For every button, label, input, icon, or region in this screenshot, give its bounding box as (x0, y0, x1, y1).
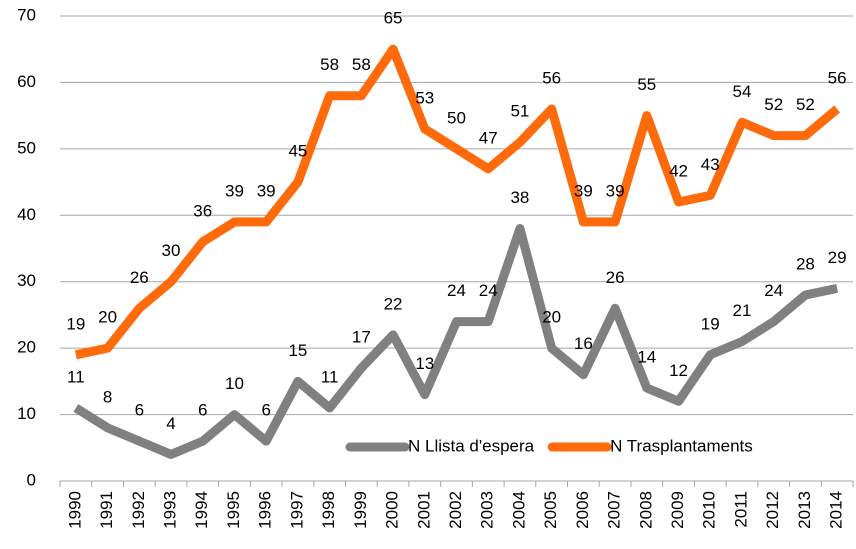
y-tick-label: 50 (17, 138, 36, 157)
x-tick-label: 2000 (383, 491, 402, 529)
data-label: 51 (510, 102, 529, 121)
x-tick-label: 1999 (351, 491, 370, 529)
data-label: 26 (606, 268, 625, 287)
data-label: 6 (261, 401, 270, 420)
y-tick-label: 30 (17, 271, 36, 290)
data-label: 30 (162, 241, 181, 260)
data-label: 65 (384, 9, 403, 28)
data-label: 10 (225, 374, 244, 393)
data-label: 47 (479, 128, 498, 147)
x-tick-label: 1993 (161, 491, 180, 529)
data-label: 20 (98, 308, 117, 327)
data-label: 38 (510, 188, 529, 207)
data-label: 8 (103, 387, 112, 406)
data-label: 16 (574, 334, 593, 353)
data-label: 39 (574, 181, 593, 200)
data-label: 26 (130, 268, 149, 287)
x-tick-label: 1991 (97, 491, 116, 529)
data-label: 56 (542, 68, 561, 87)
x-tick-label: 1990 (65, 491, 84, 529)
data-label: 24 (479, 281, 498, 300)
data-label: 13 (415, 354, 434, 373)
x-tick-label: 2003 (478, 491, 497, 529)
data-label: 21 (733, 301, 752, 320)
series-line (74, 44, 841, 360)
data-label: 24 (447, 281, 466, 300)
x-tick-label: 2012 (763, 491, 782, 529)
x-tick-label: 2001 (414, 491, 433, 529)
data-label: 56 (828, 68, 847, 87)
x-tick-label: 2014 (827, 491, 846, 529)
data-label: 11 (67, 367, 85, 386)
data-label: 39 (606, 181, 625, 200)
legend-item: N Trasplantaments (547, 436, 753, 455)
x-tick-label: 2010 (700, 491, 719, 529)
data-label: 6 (198, 401, 207, 420)
data-label: 43 (701, 155, 720, 174)
x-tick-label: 2011 (731, 491, 750, 528)
y-tick-label: 0 (27, 470, 36, 489)
x-tick-label: 2006 (573, 491, 592, 529)
data-label: 12 (669, 361, 688, 380)
data-label: 55 (637, 75, 656, 94)
x-tick-label: 1997 (287, 491, 306, 529)
data-label: 17 (352, 328, 371, 347)
data-label: 14 (637, 347, 656, 366)
data-label: 58 (352, 55, 371, 74)
data-label: 19 (66, 314, 85, 333)
data-label: 42 (669, 161, 688, 180)
data-label: 11 (321, 367, 339, 386)
data-label: 19 (701, 314, 720, 333)
data-label: 20 (542, 308, 561, 327)
data-label: 39 (257, 181, 276, 200)
data-label: 52 (796, 95, 815, 114)
data-label: 36 (193, 201, 212, 220)
data-label: 22 (384, 294, 403, 313)
data-label: 58 (320, 55, 339, 74)
x-tick-label: 2002 (446, 491, 465, 529)
data-label: 54 (733, 82, 752, 101)
series-line (73, 224, 839, 459)
x-tick-label: 2004 (509, 491, 528, 529)
y-tick-label: 70 (17, 5, 36, 24)
x-tick-label: 1992 (129, 491, 148, 529)
y-tick-label: 40 (17, 205, 36, 224)
legend-label: N Trasplantaments (610, 436, 753, 455)
y-tick-label: 60 (17, 72, 36, 91)
y-tick-label: 20 (17, 338, 36, 357)
data-label: 52 (764, 95, 783, 114)
data-label: 50 (447, 108, 466, 127)
data-label: 6 (135, 401, 144, 420)
data-label: 29 (828, 248, 847, 267)
x-tick-label: 1994 (192, 491, 211, 529)
x-tick-label: 2005 (541, 491, 560, 529)
data-label: 28 (796, 254, 815, 273)
x-tick-label: 2007 (605, 491, 624, 529)
data-label: 24 (764, 281, 783, 300)
y-tick-label: 10 (17, 404, 36, 423)
legend-item: N Llista d'espera (345, 436, 535, 455)
x-tick-label: 1998 (319, 491, 338, 529)
x-tick-label: 2013 (795, 491, 814, 529)
data-label: 39 (225, 181, 244, 200)
x-tick-label: 2009 (668, 491, 687, 529)
legend-label: N Llista d'espera (408, 436, 535, 455)
data-label: 15 (288, 341, 307, 360)
x-tick-label: 1996 (256, 491, 275, 529)
data-label: 45 (288, 142, 307, 161)
x-tick-label: 1995 (224, 491, 243, 529)
data-label: 53 (415, 88, 434, 107)
x-tick-label: 2008 (636, 491, 655, 529)
data-label: 4 (166, 414, 175, 433)
